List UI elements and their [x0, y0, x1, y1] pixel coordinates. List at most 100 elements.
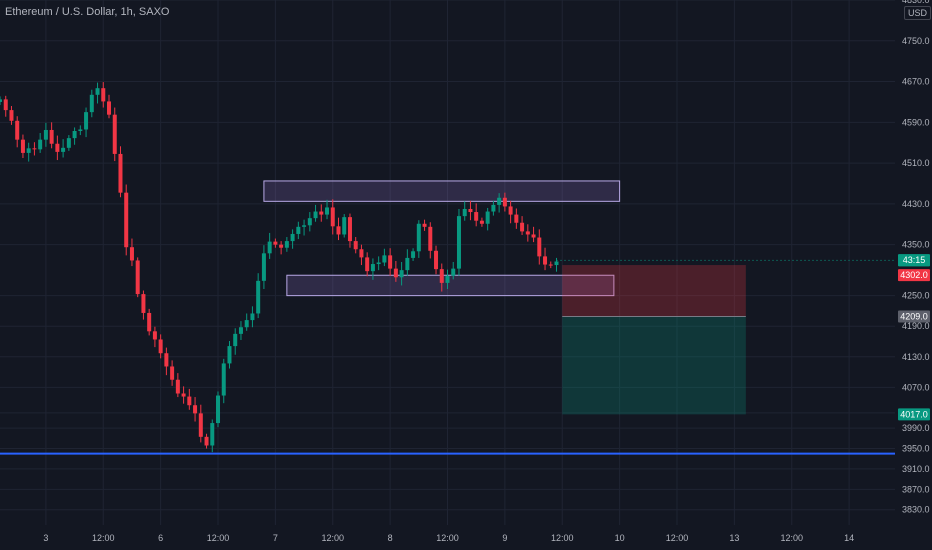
candle [187, 396, 192, 406]
currency-button[interactable]: USD [904, 6, 932, 20]
x-tick-label: 13 [729, 533, 739, 543]
price-tag-label: 4017.0 [900, 409, 928, 419]
candle [256, 280, 261, 314]
x-tick-label: 6 [158, 533, 163, 543]
candle [342, 217, 347, 235]
x-tick-label: 10 [615, 533, 625, 543]
y-tick-label: 3870.0 [902, 484, 930, 494]
candle [284, 241, 289, 248]
chart-title: Ethereum / U.S. Dollar, 1h, SAXO [5, 6, 170, 18]
y-tick-label: 4430.0 [902, 199, 930, 209]
candle [479, 220, 484, 224]
candle [353, 241, 358, 250]
price-tag-label: 43:15 [903, 255, 926, 265]
candle [107, 101, 112, 115]
candle [554, 261, 559, 266]
candle [313, 211, 318, 219]
x-tick-label: 3 [43, 533, 48, 543]
candle [26, 148, 31, 153]
candle [330, 207, 335, 227]
candle [84, 112, 89, 130]
candle [267, 241, 272, 254]
candle [399, 270, 404, 278]
candle [32, 148, 37, 150]
candle [15, 120, 20, 140]
x-tick-label: 12:00 [666, 533, 689, 543]
candle [55, 143, 60, 152]
y-tick-label: 4190.0 [902, 321, 930, 331]
candle [376, 262, 381, 265]
y-tick-label: 3950.0 [902, 444, 930, 454]
candle [175, 379, 180, 394]
candle [548, 264, 553, 266]
candle [428, 226, 433, 251]
x-tick-label: 8 [388, 533, 393, 543]
candle [451, 268, 456, 276]
candle [198, 413, 203, 437]
candle [158, 339, 163, 354]
candle [416, 223, 421, 252]
support-zone [286, 274, 615, 297]
candle [485, 211, 490, 224]
candle [124, 192, 129, 248]
y-tick-label: 4670.0 [902, 77, 930, 87]
candle [95, 88, 100, 95]
candle [290, 233, 295, 242]
price-tag [898, 254, 930, 267]
price-tag-label: 4209.0 [900, 312, 928, 322]
candle [497, 197, 502, 205]
candle [141, 294, 146, 313]
candle [456, 216, 461, 269]
x-tick-label: 12:00 [92, 533, 115, 543]
candle [147, 312, 152, 332]
candle [543, 256, 548, 265]
candle [38, 139, 43, 150]
candle [405, 257, 410, 271]
candle [118, 153, 123, 193]
x-tick-label: 7 [273, 533, 278, 543]
price-tag [898, 310, 930, 323]
candle [307, 218, 312, 226]
candle [164, 353, 169, 367]
candle [445, 275, 450, 283]
candle [244, 320, 249, 328]
candle [78, 129, 83, 131]
candle [462, 208, 467, 217]
price-tag-label: 4302.0 [900, 270, 928, 280]
candle [181, 393, 186, 397]
candle [49, 129, 54, 144]
x-tick-label: 12:00 [436, 533, 459, 543]
candle [135, 260, 140, 295]
candle [238, 327, 243, 334]
candle [434, 250, 439, 270]
candle [72, 130, 77, 139]
candle [365, 257, 370, 272]
y-tick-label: 4070.0 [902, 382, 930, 392]
candle [273, 241, 278, 245]
y-tick-label: 3910.0 [902, 464, 930, 474]
candle [61, 147, 66, 152]
x-tick-label: 12:00 [780, 533, 803, 543]
candle [382, 255, 387, 263]
candle [359, 249, 364, 258]
candle [170, 366, 175, 380]
candle [439, 269, 444, 283]
y-tick-label: 3830.0 [902, 505, 930, 515]
candle [537, 237, 542, 257]
candle [508, 206, 513, 215]
candle [296, 226, 301, 234]
price-tag [898, 269, 930, 282]
x-tick-label: 14 [844, 533, 854, 543]
x-tick-label: 12:00 [551, 533, 574, 543]
y-tick-label: 4130.0 [902, 352, 930, 362]
candle [0, 99, 2, 102]
y-tick-label: 4830.0 [902, 0, 930, 5]
candle [302, 225, 307, 227]
candle [370, 264, 375, 272]
candle [474, 212, 479, 221]
candle [393, 268, 398, 278]
candle [193, 405, 198, 414]
candle [422, 223, 427, 227]
